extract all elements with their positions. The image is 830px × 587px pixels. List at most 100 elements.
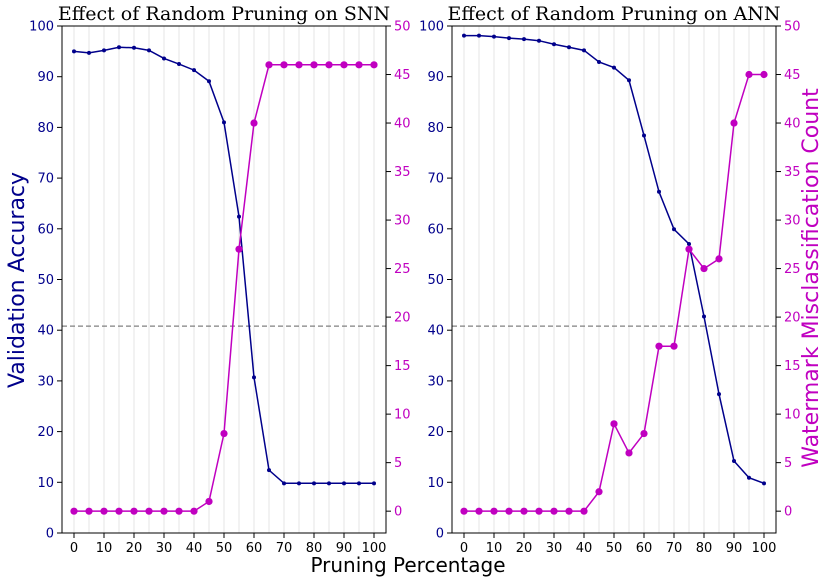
- point-snn-misclassification-7: [175, 507, 183, 515]
- point-snn-misclassification-17: [325, 61, 333, 69]
- point-ann-misclassification-20: [760, 70, 768, 79]
- left-tick-label-ann-0: 0: [436, 527, 444, 542]
- right-tick-label-ann-5: 25: [784, 262, 801, 277]
- point-ann-misclassification-3: [505, 507, 513, 515]
- right-tick-label-snn-10: 50: [394, 20, 411, 35]
- point-ann-accuracy-5: [537, 38, 541, 43]
- plot-frame-snn: [61, 25, 387, 534]
- left-tick-label-snn-7: 70: [37, 172, 54, 187]
- point-snn-accuracy-0: [72, 49, 76, 54]
- left-tick-label-snn-0: 0: [46, 527, 54, 542]
- x-tick-label-snn-2: 20: [126, 541, 143, 556]
- x-tick-label-ann-0: 0: [460, 541, 468, 556]
- y-axis-label-right: Watermark Misclassification Count: [799, 88, 824, 468]
- point-snn-misclassification-9: [205, 497, 213, 506]
- point-snn-accuracy-4: [132, 45, 136, 50]
- y-axis-label-left: Validation Accuracy: [5, 172, 30, 388]
- x-tick-label-snn-6: 60: [246, 541, 263, 556]
- left-tick-label-ann-1: 10: [427, 476, 444, 491]
- point-snn-accuracy-1: [87, 50, 91, 55]
- point-ann-misclassification-14: [670, 342, 678, 350]
- point-ann-accuracy-10: [612, 65, 616, 70]
- right-tick-label-ann-8: 40: [784, 117, 801, 132]
- point-snn-accuracy-3: [117, 45, 121, 50]
- point-snn-misclassification-4: [130, 507, 138, 515]
- point-snn-accuracy-6: [162, 56, 166, 61]
- left-tick-label-snn-4: 40: [37, 324, 54, 339]
- x-tick-label-ann-1: 10: [486, 541, 503, 556]
- point-snn-misclassification-19: [355, 61, 363, 69]
- x-tick-label-snn-10: 100: [362, 541, 387, 556]
- right-tick-label-snn-6: 30: [394, 214, 411, 229]
- right-tick-label-ann-6: 30: [784, 214, 801, 229]
- left-tick-label-snn-2: 20: [37, 425, 54, 440]
- point-snn-accuracy-13: [267, 468, 271, 473]
- point-snn-misclassification-14: [280, 61, 288, 69]
- point-ann-accuracy-13: [657, 189, 661, 194]
- point-ann-misclassification-8: [580, 507, 588, 515]
- point-ann-accuracy-9: [597, 59, 601, 64]
- left-tick-label-ann-4: 40: [427, 324, 444, 339]
- point-ann-misclassification-13: [655, 342, 663, 350]
- point-snn-accuracy-8: [192, 68, 196, 73]
- left-tick-label-ann-6: 60: [427, 222, 444, 237]
- point-ann-misclassification-18: [730, 119, 738, 127]
- point-ann-misclassification-15: [685, 245, 693, 253]
- x-tick-label-ann-3: 30: [546, 541, 563, 556]
- point-snn-misclassification-8: [190, 507, 198, 515]
- point-snn-accuracy-9: [207, 79, 211, 84]
- right-tick-label-ann-7: 35: [784, 165, 801, 180]
- point-ann-misclassification-11: [625, 449, 633, 457]
- point-ann-misclassification-7: [565, 507, 573, 515]
- point-ann-accuracy-20: [762, 481, 766, 486]
- x-tick-label-snn-9: 90: [336, 541, 353, 556]
- right-tick-label-ann-1: 5: [784, 456, 792, 471]
- point-ann-misclassification-10: [610, 420, 618, 428]
- point-snn-accuracy-17: [327, 481, 331, 486]
- point-ann-misclassification-9: [595, 488, 603, 496]
- right-tick-label-ann-0: 0: [784, 505, 792, 520]
- right-tick-label-snn-2: 10: [394, 408, 411, 423]
- x-tick-label-ann-9: 90: [726, 541, 743, 556]
- point-snn-accuracy-12: [252, 375, 256, 380]
- panel-snn: 0 10 20 30 40 50 60 70 80 90 100010203040506070809…: [29, 3, 410, 556]
- plot-frame-ann: [451, 25, 777, 534]
- point-snn-misclassification-5: [145, 507, 153, 515]
- x-tick-label-snn-1: 10: [96, 541, 113, 556]
- x-tick-label-snn-4: 40: [186, 541, 203, 556]
- right-tick-label-snn-8: 40: [394, 117, 411, 132]
- point-ann-accuracy-12: [642, 133, 646, 138]
- left-tick-label-ann-9: 90: [427, 70, 444, 85]
- left-tick-label-ann-3: 30: [427, 374, 444, 389]
- point-snn-misclassification-12: [250, 119, 258, 127]
- right-tick-label-snn-7: 35: [394, 165, 411, 180]
- x-tick-label-ann-7: 70: [666, 541, 683, 556]
- point-ann-misclassification-5: [535, 507, 543, 515]
- point-ann-accuracy-2: [492, 34, 496, 39]
- point-snn-accuracy-14: [282, 481, 286, 486]
- point-ann-misclassification-17: [715, 255, 723, 263]
- point-snn-misclassification-1: [85, 507, 93, 515]
- right-tick-label-ann-10: 50: [784, 20, 801, 35]
- point-snn-accuracy-5: [147, 48, 151, 53]
- right-tick-label-snn-5: 25: [394, 262, 411, 277]
- point-ann-misclassification-2: [490, 507, 498, 515]
- chart-title-ann: Effect of Random Pruning on ANN: [448, 3, 781, 25]
- left-tick-label-snn-9: 90: [37, 70, 54, 85]
- left-tick-label-ann-8: 80: [427, 121, 444, 136]
- point-ann-accuracy-11: [627, 78, 631, 83]
- x-tick-label-snn-8: 80: [306, 541, 323, 556]
- left-tick-label-ann-7: 70: [427, 172, 444, 187]
- x-tick-label-snn-3: 30: [156, 541, 173, 556]
- panel-ann: 0 10 20 30 40 50 60 70 80 90 100010203040506070809…: [419, 3, 800, 556]
- x-axis-label: Pruning Percentage: [310, 553, 505, 577]
- left-tick-label-ann-5: 50: [427, 273, 444, 288]
- point-snn-accuracy-16: [312, 481, 316, 486]
- point-ann-accuracy-17: [717, 392, 721, 397]
- x-tick-label-snn-5: 50: [216, 541, 233, 556]
- chart-title-snn: Effect of Random Pruning on SNN: [58, 3, 390, 25]
- x-tick-label-snn-7: 70: [276, 541, 293, 556]
- x-tick-label-snn-0: 0: [70, 541, 78, 556]
- x-tick-label-ann-10: 100: [752, 541, 777, 556]
